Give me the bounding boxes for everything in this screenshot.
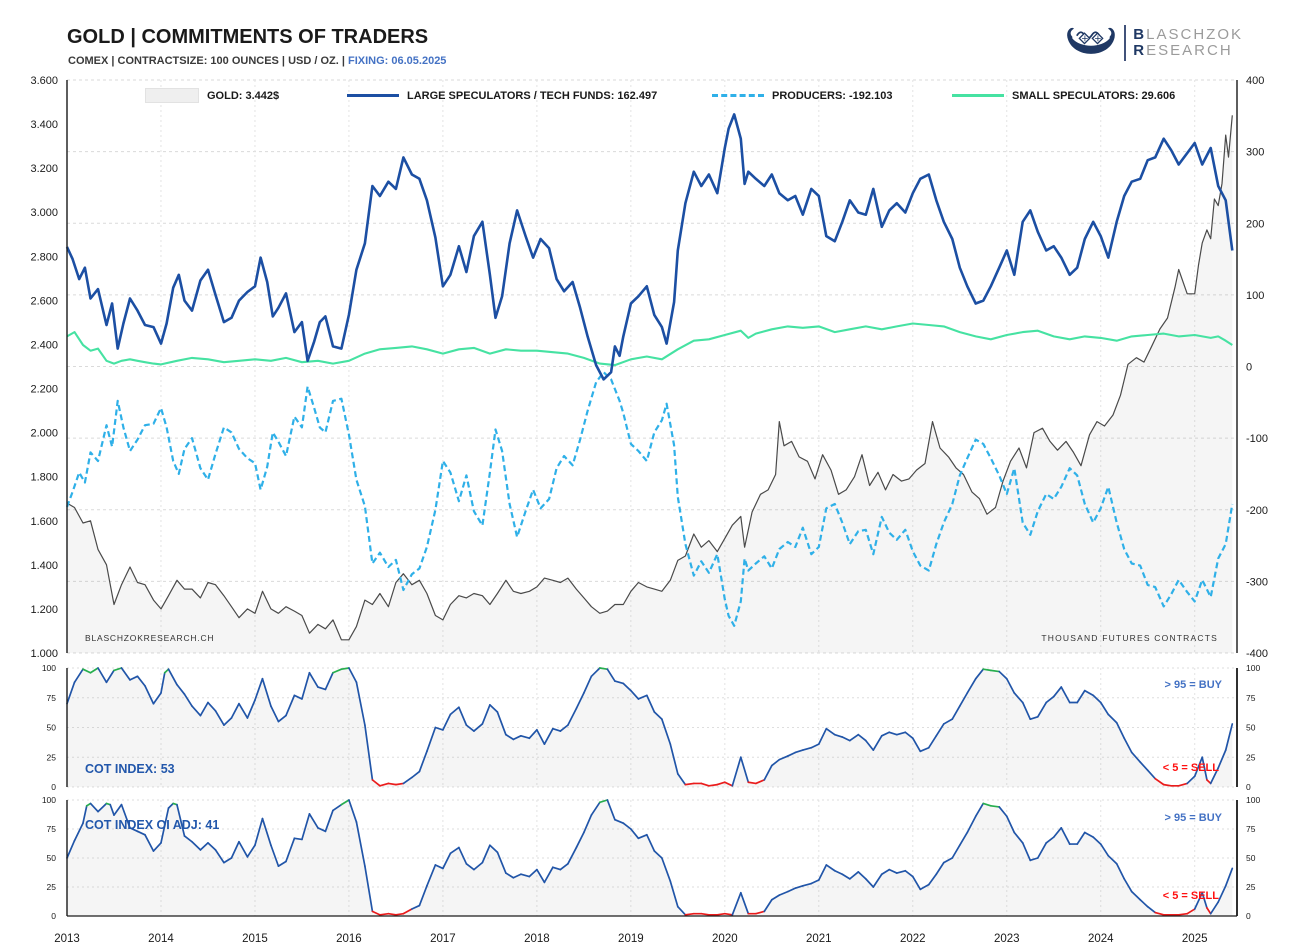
svg-text:400: 400 bbox=[1246, 75, 1264, 87]
svg-text:1.400: 1.400 bbox=[30, 560, 58, 572]
viking-ship-icon bbox=[1065, 20, 1117, 65]
svg-text:1.000: 1.000 bbox=[30, 648, 58, 660]
svg-text:75: 75 bbox=[1246, 693, 1256, 703]
svg-text:-300: -300 bbox=[1246, 576, 1268, 588]
svg-text:75: 75 bbox=[47, 693, 57, 703]
brand-name-top: BLASCHZOK bbox=[1133, 25, 1243, 43]
svg-text:2024: 2024 bbox=[1088, 933, 1114, 945]
legend-item-small-speculators: SMALL SPECULATORS: 29.606 bbox=[952, 88, 1175, 103]
svg-text:2.400: 2.400 bbox=[30, 339, 58, 351]
svg-text:1.800: 1.800 bbox=[30, 472, 58, 484]
svg-text:200: 200 bbox=[1246, 218, 1264, 230]
svg-text:50: 50 bbox=[47, 723, 57, 733]
svg-text:50: 50 bbox=[1246, 723, 1256, 733]
gold-area-swatch-icon bbox=[145, 88, 199, 103]
cot-oi-buy-threshold-label: > 95 = BUY bbox=[1164, 812, 1222, 824]
mint-line-swatch-icon bbox=[952, 94, 1004, 97]
svg-text:75: 75 bbox=[47, 824, 57, 834]
cot-sell-threshold-label: < 5 = SELL bbox=[1162, 762, 1219, 774]
legend-label-producers: PRODUCERS: -192.103 bbox=[772, 89, 893, 102]
legend-item-gold: GOLD: 3.442$ bbox=[145, 88, 279, 103]
svg-text:50: 50 bbox=[47, 853, 57, 863]
cot-index-label: COT INDEX: 53 bbox=[85, 762, 175, 776]
cot-index-oi-adj-label: COT INDEX OI ADJ: 41 bbox=[85, 818, 220, 832]
svg-text:3.400: 3.400 bbox=[30, 119, 58, 131]
svg-text:-100: -100 bbox=[1246, 433, 1268, 445]
brand-divider bbox=[1124, 24, 1127, 61]
svg-text:2018: 2018 bbox=[524, 933, 550, 945]
legend-label-gold: GOLD: 3.442$ bbox=[207, 89, 280, 102]
watermark: BLASCHZOKRESEARCH.CH bbox=[85, 633, 215, 643]
svg-text:3.000: 3.000 bbox=[30, 207, 58, 219]
svg-text:2.600: 2.600 bbox=[30, 295, 58, 307]
svg-text:100: 100 bbox=[42, 795, 56, 805]
svg-text:50: 50 bbox=[1246, 853, 1256, 863]
legend-label-small-speculators: SMALL SPECULATORS: 29.606 bbox=[1012, 89, 1176, 102]
svg-text:2.800: 2.800 bbox=[30, 251, 58, 263]
svg-text:2021: 2021 bbox=[806, 933, 832, 945]
page-title: GOLD | COMMITMENTS OF TRADERS bbox=[67, 26, 429, 48]
cyan-dashed-swatch-icon bbox=[712, 94, 764, 97]
svg-text:1.600: 1.600 bbox=[30, 516, 58, 528]
svg-text:0: 0 bbox=[51, 911, 56, 921]
fixing-date: FIXING: 06.05.2025 bbox=[347, 55, 447, 67]
svg-text:2014: 2014 bbox=[148, 933, 174, 945]
subtitle-contract-info: COMEX | CONTRACTSIZE: 100 OUNCES | USD /… bbox=[68, 55, 348, 67]
svg-text:2020: 2020 bbox=[712, 933, 738, 945]
chart-subtitle: COMEX | CONTRACTSIZE: 100 OUNCES | USD /… bbox=[68, 55, 446, 67]
svg-text:0: 0 bbox=[51, 782, 56, 792]
svg-text:2013: 2013 bbox=[54, 933, 80, 945]
legend-label-large-speculators: LARGE SPECULATORS / TECH FUNDS: 162.497 bbox=[407, 89, 658, 102]
svg-text:2022: 2022 bbox=[900, 933, 926, 945]
svg-text:2.000: 2.000 bbox=[30, 428, 58, 440]
svg-text:2017: 2017 bbox=[430, 933, 456, 945]
svg-text:0: 0 bbox=[1246, 362, 1252, 374]
svg-text:300: 300 bbox=[1246, 147, 1264, 159]
svg-text:-200: -200 bbox=[1246, 505, 1268, 517]
svg-text:3.600: 3.600 bbox=[30, 75, 58, 87]
svg-text:100: 100 bbox=[42, 663, 56, 673]
svg-text:2.200: 2.200 bbox=[30, 384, 58, 396]
svg-text:0: 0 bbox=[1246, 782, 1251, 792]
svg-text:25: 25 bbox=[47, 882, 57, 892]
legend-item-large-speculators: LARGE SPECULATORS / TECH FUNDS: 162.497 bbox=[347, 88, 657, 103]
cot-buy-threshold-label: > 95 = BUY bbox=[1164, 679, 1222, 691]
brand-logo: BLASCHZOK RESEARCH bbox=[1065, 20, 1243, 65]
svg-text:2019: 2019 bbox=[618, 933, 644, 945]
svg-text:2015: 2015 bbox=[242, 933, 268, 945]
svg-text:75: 75 bbox=[1246, 824, 1256, 834]
svg-text:100: 100 bbox=[1246, 290, 1264, 302]
cot-oi-sell-threshold-label: < 5 = SELL bbox=[1162, 890, 1219, 902]
navy-line-swatch-icon bbox=[347, 94, 399, 97]
right-axis-unit-note: THOUSAND FUTURES CONTRACTS bbox=[1041, 633, 1218, 643]
svg-text:25: 25 bbox=[47, 752, 57, 762]
svg-text:100: 100 bbox=[1246, 795, 1260, 805]
svg-text:2016: 2016 bbox=[336, 933, 362, 945]
svg-text:100: 100 bbox=[1246, 663, 1260, 673]
svg-text:2025: 2025 bbox=[1182, 933, 1208, 945]
legend-item-producers: PRODUCERS: -192.103 bbox=[712, 88, 892, 103]
svg-text:-400: -400 bbox=[1246, 648, 1268, 660]
svg-text:25: 25 bbox=[1246, 752, 1256, 762]
svg-text:2023: 2023 bbox=[994, 933, 1020, 945]
brand-name-bottom: RESEARCH bbox=[1133, 41, 1233, 59]
svg-text:3.200: 3.200 bbox=[30, 163, 58, 175]
svg-text:1.200: 1.200 bbox=[30, 604, 58, 616]
svg-text:25: 25 bbox=[1246, 882, 1256, 892]
svg-text:0: 0 bbox=[1246, 911, 1251, 921]
